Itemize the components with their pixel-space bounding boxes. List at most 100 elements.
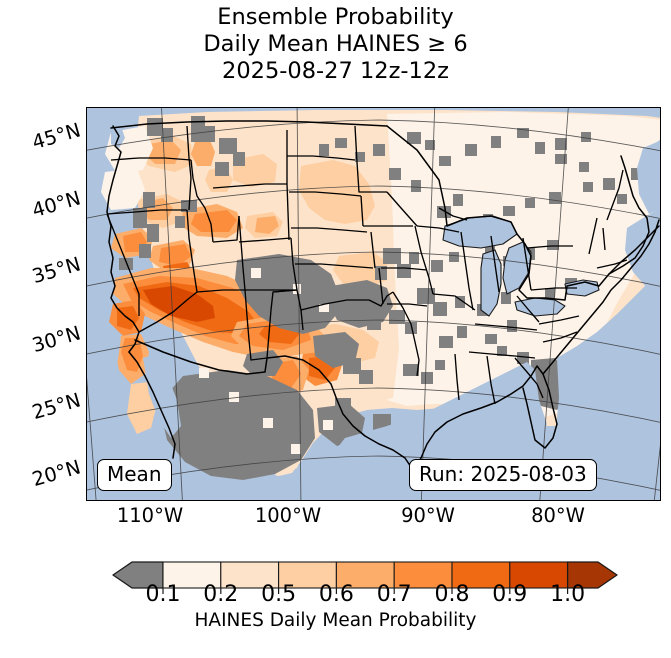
state-line-nd-mn-v [354, 125, 358, 163]
meridian-110w [161, 108, 183, 500]
colorbar-band-5 [393, 561, 453, 589]
lat-label-35n: 35°N [29, 252, 84, 289]
state-line-pa-ny [526, 245, 573, 249]
state-line-ks-ok [295, 263, 374, 269]
wy-warm-2 [241, 182, 287, 214]
colorbar-tick-3: 0.6 [318, 582, 354, 607]
parallel-35n [87, 251, 660, 287]
state-line-nv-ut [186, 209, 198, 293]
run-label-text: Run: 2025-08-03 [419, 462, 587, 486]
nv-warm-4 [159, 244, 191, 266]
state-line-az-nm [244, 289, 268, 361]
state-line-mi-wi [438, 207, 468, 221]
colorbar-tick-1: 0.2 [203, 582, 239, 607]
gulf-coast [412, 365, 558, 471]
state-line-nm-ok-tx [272, 289, 304, 331]
pnw-light-2 [101, 168, 145, 210]
colorbar-under-arrow [112, 561, 164, 589]
colorbar-tick-2: 0.5 [261, 582, 297, 607]
lon-label-100w: 100°W [254, 504, 322, 527]
parallel-30n [87, 319, 660, 355]
lat-label-25n: 25°N [29, 388, 84, 425]
title-line-2: Daily Mean HAINES ≥ 6 [203, 31, 468, 57]
colorbar-tick-4: 0.7 [376, 582, 412, 607]
state-line-ma-ct [596, 259, 628, 269]
ocean-overlay [87, 108, 660, 500]
state-line-id-wa [186, 125, 192, 179]
lon-label-110w: 110°W [116, 504, 184, 527]
map-raster [87, 108, 660, 500]
colorbar-tick-labels: 0.1 0.2 0.5 0.6 0.7 0.8 0.9 1.0 [0, 582, 671, 610]
state-line-ne-ia-v [360, 195, 364, 227]
state-line-ny-vt-nh [588, 217, 598, 255]
state-line-wv-va [516, 295, 540, 323]
colorbar[interactable]: 0.1 0.2 0.5 0.6 0.7 0.8 0.9 1.0 HAINES D… [0, 556, 671, 658]
baja-coast [128, 351, 176, 459]
member-label-box: Mean [97, 459, 172, 491]
plains-mid-fill [299, 160, 375, 224]
state-line-sd-ne [289, 191, 362, 197]
colorbar-tick-5: 0.8 [434, 582, 470, 607]
state-line-wy-sd [286, 183, 290, 241]
co-warm-2 [255, 216, 279, 234]
great-lakes [442, 215, 600, 317]
state-line-id-nv-v [188, 177, 192, 211]
colorbar-band-4 [335, 561, 395, 589]
colorbar-tick-7: 1.0 [550, 582, 586, 607]
colorbar-band-3 [278, 561, 337, 589]
canada-border [110, 120, 388, 129]
member-label-text: Mean [107, 462, 162, 486]
state-line-in-oh [490, 235, 500, 293]
state-line-il-ky [432, 293, 476, 311]
sw-hot-peak [143, 286, 215, 322]
atlantic-coast [542, 219, 660, 375]
id-warm-3 [191, 138, 215, 166]
state-line-al-ga-v [486, 355, 496, 405]
colorbar-tick-6: 0.9 [492, 582, 528, 607]
state-line-ut-az [196, 289, 245, 293]
state-line-mn-ia [356, 161, 387, 193]
state-line-ok-ar-v [378, 267, 384, 305]
ne-coast [608, 155, 650, 275]
state-line-id-or [190, 159, 214, 243]
lon-label-80w: 80°W [531, 504, 585, 527]
state-line-ca-az [138, 291, 198, 333]
state-line-mo-ar [381, 267, 428, 271]
meridian-80w [539, 108, 569, 500]
state-line-or-ca-nv [106, 209, 187, 215]
state-line-ne-ks [291, 227, 368, 233]
state-line-ut-co [238, 215, 246, 291]
run-label-box: Run: 2025-08-03 [409, 459, 597, 491]
state-line-wa-or [110, 157, 192, 161]
parallel-25n [87, 387, 660, 423]
lat-label-30n: 30°N [29, 321, 84, 358]
state-line-nv-ca-diag [106, 213, 140, 316]
colorbar-tick-0: 0.1 [145, 582, 181, 607]
us-mexico-border [134, 339, 414, 471]
pacific-coast [106, 125, 140, 353]
state-line-oh-pa [522, 237, 532, 291]
state-line-ks-mo-v [370, 231, 376, 269]
colorbar-axis-label: HAINES Daily Mean Probability [194, 610, 477, 631]
chart-title: Ensemble Probability Daily Mean HAINES ≥… [0, 4, 671, 85]
state-line-id-mt-wy [212, 215, 240, 243]
lat-label-40n: 40°N [29, 186, 84, 223]
state-line-nc-sc [542, 331, 578, 343]
state-line-va-nc [538, 315, 580, 325]
meridian-100w [296, 108, 302, 500]
title-line-1: Ensemble Probability [217, 4, 454, 30]
coastline-borders [106, 120, 660, 471]
state-line-mn-wi-v [386, 191, 418, 227]
parallel-40n [87, 185, 660, 219]
ut-warm-2 [191, 210, 237, 232]
map-plot-area[interactable]: Mean Run: 2025-08-03 [86, 107, 661, 501]
state-line-mt-wy [212, 183, 287, 189]
plains-mid-fill-2 [333, 252, 387, 288]
state-line-ok-tx [300, 291, 394, 311]
meridian-120w [87, 377, 97, 500]
state-line-me-nh [606, 169, 624, 221]
colorbar-over-arrow [566, 561, 618, 589]
state-boundaries [106, 125, 628, 405]
state-line-ky-tn [474, 323, 538, 331]
